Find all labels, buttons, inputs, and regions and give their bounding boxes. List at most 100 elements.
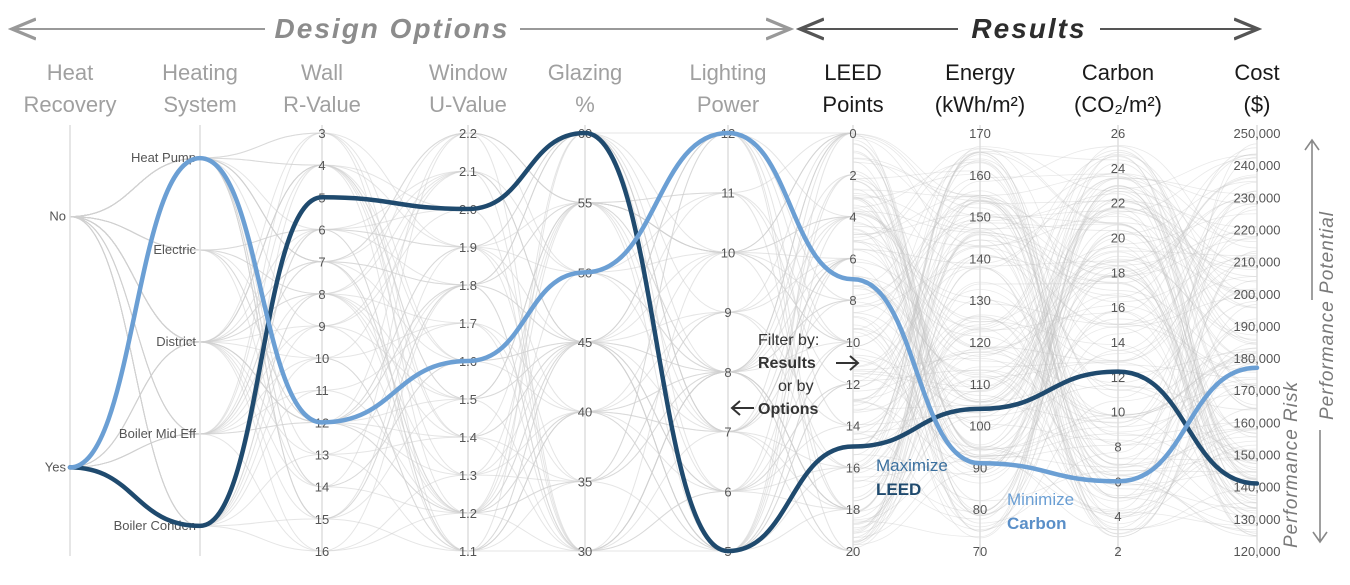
result-line bbox=[852, 173, 1258, 468]
result-line bbox=[852, 255, 1258, 401]
tick-label-leed: 0 bbox=[849, 126, 856, 141]
tick-label-window_u: 2.2 bbox=[459, 126, 477, 141]
tick-label-energy: 100 bbox=[969, 419, 991, 434]
result-line bbox=[852, 146, 1258, 456]
result-line bbox=[852, 254, 1258, 502]
tick-label-heating_system: Heat Pump bbox=[131, 150, 196, 165]
result-line bbox=[852, 142, 1258, 517]
background-solution-lines bbox=[69, 132, 1258, 552]
tick-label-energy: 70 bbox=[973, 544, 987, 559]
result-line bbox=[852, 324, 1258, 469]
result-line bbox=[852, 151, 1258, 466]
performance-side-labels: Performance Risk Performance Potential bbox=[1281, 138, 1338, 548]
tick-label-energy: 170 bbox=[969, 126, 991, 141]
axis-title-heat_recovery-1: Heat bbox=[47, 60, 93, 85]
background-line bbox=[69, 132, 854, 468]
result-line bbox=[852, 241, 1258, 499]
leed-label: LEED bbox=[876, 480, 921, 499]
axis-title-window_u-2: U-Value bbox=[429, 92, 507, 117]
result-line bbox=[852, 161, 1258, 532]
tick-label-cost: 210,000 bbox=[1234, 255, 1281, 270]
tick-label-cost: 240,000 bbox=[1234, 158, 1281, 173]
tick-label-wall_r: 3 bbox=[318, 126, 325, 141]
result-line bbox=[852, 206, 1258, 388]
result-line bbox=[852, 158, 1258, 462]
result-line bbox=[852, 178, 1258, 470]
tick-label-cost: 130,000 bbox=[1234, 512, 1281, 527]
tick-label-window_u: 1.8 bbox=[459, 278, 477, 293]
tick-label-wall_r: 6 bbox=[318, 222, 325, 237]
result-line bbox=[852, 228, 1258, 530]
tick-label-carbon: 24 bbox=[1111, 161, 1125, 176]
result-line bbox=[852, 204, 1258, 404]
result-line bbox=[852, 153, 1258, 452]
result-line bbox=[852, 187, 1258, 520]
result-line bbox=[852, 299, 1258, 471]
tick-label-leed: 20 bbox=[846, 544, 860, 559]
results-banner: Results bbox=[971, 13, 1086, 44]
result-line bbox=[852, 231, 1258, 524]
tick-label-window_u: 1.9 bbox=[459, 240, 477, 255]
result-line bbox=[852, 157, 1258, 437]
performance-risk-label: Performance Risk bbox=[1281, 381, 1302, 548]
result-line bbox=[852, 143, 1258, 510]
result-line bbox=[852, 173, 1258, 347]
result-line bbox=[852, 201, 1258, 403]
background-line bbox=[69, 216, 854, 488]
axis-title-carbon-2: (CO₂/m²) bbox=[1074, 92, 1162, 117]
axis-title-lighting-1: Lighting bbox=[689, 60, 766, 85]
result-line bbox=[852, 253, 1258, 457]
filter-line-3: or by bbox=[778, 378, 814, 395]
result-line bbox=[852, 274, 1258, 484]
tick-label-glazing: 45 bbox=[578, 335, 592, 350]
tick-label-energy: 110 bbox=[970, 377, 991, 392]
tick-label-energy: 150 bbox=[969, 210, 991, 225]
result-line bbox=[852, 239, 1258, 434]
result-line bbox=[852, 162, 1258, 428]
result-line bbox=[852, 290, 1258, 549]
result-line bbox=[852, 158, 1258, 399]
result-line bbox=[852, 293, 1258, 492]
tick-label-carbon: 20 bbox=[1111, 231, 1125, 246]
result-line bbox=[852, 190, 1258, 524]
tick-label-carbon: 22 bbox=[1111, 196, 1125, 211]
result-line bbox=[852, 190, 1258, 391]
result-line bbox=[852, 260, 1258, 508]
carbon-label: Carbon bbox=[1007, 514, 1067, 533]
result-line bbox=[852, 210, 1258, 402]
tick-label-leed: 4 bbox=[849, 210, 856, 225]
result-line bbox=[852, 135, 1258, 277]
result-line bbox=[852, 156, 1258, 481]
result-line bbox=[852, 194, 1258, 515]
filter-arrow-right-icon bbox=[836, 355, 860, 371]
filter-line-2: Results bbox=[758, 355, 816, 372]
background-line bbox=[69, 132, 854, 468]
result-line bbox=[852, 212, 1258, 386]
tick-label-carbon: 10 bbox=[1111, 405, 1125, 420]
background-line bbox=[69, 132, 854, 552]
result-line bbox=[852, 207, 1258, 503]
result-line bbox=[852, 199, 1258, 513]
result-line bbox=[852, 278, 1258, 512]
result-line bbox=[852, 148, 1258, 480]
axis-title-glazing-1: Glazing bbox=[548, 60, 623, 85]
result-line bbox=[852, 229, 1258, 502]
result-line bbox=[852, 170, 1258, 527]
tick-label-wall_r: 14 bbox=[315, 480, 329, 495]
result-line bbox=[852, 191, 1258, 513]
tick-label-energy: 160 bbox=[969, 168, 991, 183]
result-line bbox=[852, 327, 1258, 525]
result-line bbox=[852, 203, 1258, 325]
result-line bbox=[852, 152, 1258, 501]
tick-label-carbon: 16 bbox=[1111, 300, 1125, 315]
tick-label-cost: 230,000 bbox=[1234, 190, 1281, 205]
result-line bbox=[852, 223, 1258, 496]
result-line bbox=[852, 147, 1258, 331]
result-line bbox=[852, 376, 1258, 542]
tick-label-leed: 2 bbox=[849, 168, 856, 183]
result-line bbox=[852, 255, 1258, 501]
tick-label-carbon: 26 bbox=[1111, 126, 1125, 141]
result-line bbox=[852, 154, 1258, 295]
